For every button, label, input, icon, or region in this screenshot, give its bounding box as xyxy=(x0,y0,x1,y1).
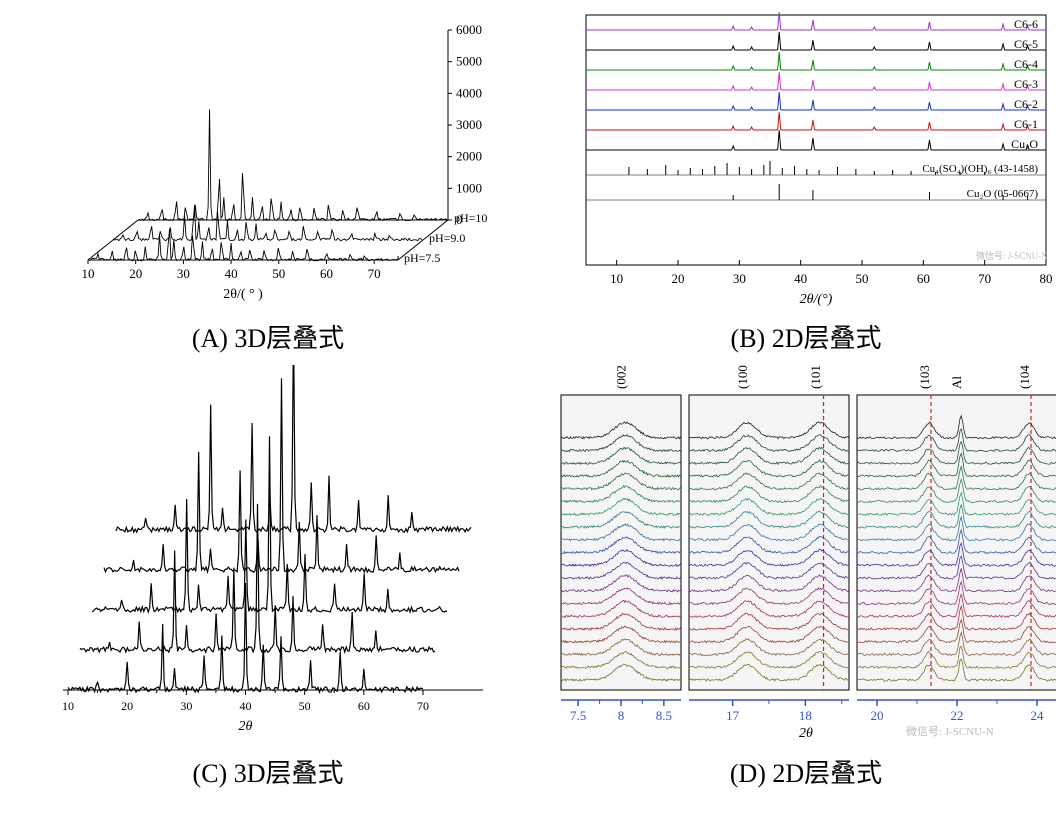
svg-text:20: 20 xyxy=(672,271,685,286)
svg-text:8: 8 xyxy=(618,708,625,723)
svg-text:80: 80 xyxy=(1040,271,1053,286)
caption-c: (C) 3D层叠式 xyxy=(193,753,344,790)
svg-text:17: 17 xyxy=(726,708,740,723)
caption-a: (A) 3D层叠式 xyxy=(192,318,344,355)
svg-text:微信号: J-SCNU-N: 微信号: J-SCNU-N xyxy=(906,724,994,738)
chart-a-3d-stacked: 102030405060702θ/( ° )010002000300040005… xyxy=(48,10,488,310)
svg-text:60: 60 xyxy=(358,699,370,713)
svg-text:30: 30 xyxy=(733,271,746,286)
svg-text:3000: 3000 xyxy=(456,117,482,132)
svg-text:1000: 1000 xyxy=(456,180,482,195)
svg-text:50: 50 xyxy=(272,266,285,281)
svg-text:2θ/(°): 2θ/(°) xyxy=(800,292,833,307)
svg-text:40: 40 xyxy=(240,699,252,713)
svg-text:50: 50 xyxy=(299,699,311,713)
svg-text:C6-4: C6-4 xyxy=(1014,57,1038,71)
caption-b: (B) 2D层叠式 xyxy=(731,318,882,355)
svg-text:(002): (002) xyxy=(613,365,628,389)
svg-text:pH=10.5: pH=10.5 xyxy=(454,211,488,225)
panel-c: 10 20 30 40 50 60 70 2θ (C) 3D层叠式 xyxy=(10,365,526,790)
svg-text:4000: 4000 xyxy=(456,85,482,100)
svg-text:Cu₂O (05-0667): Cu₂O (05-0667) xyxy=(967,188,1039,200)
svg-text:50: 50 xyxy=(856,271,869,286)
svg-text:2000: 2000 xyxy=(456,149,482,164)
svg-text:Cu₄(SO₄)(OH)₆ (43-1458): Cu₄(SO₄)(OH)₆ (43-1458) xyxy=(922,163,1038,175)
svg-text:70: 70 xyxy=(417,699,429,713)
svg-text:C6-5: C6-5 xyxy=(1014,37,1038,51)
svg-text:20: 20 xyxy=(129,266,142,281)
svg-text:8.5: 8.5 xyxy=(656,708,672,723)
svg-text:10: 10 xyxy=(82,266,95,281)
svg-text:C6-3: C6-3 xyxy=(1014,77,1038,91)
svg-text:40: 40 xyxy=(794,271,807,286)
svg-text:2θ: 2θ xyxy=(239,719,253,734)
svg-text:C6-1: C6-1 xyxy=(1014,117,1038,131)
svg-text:(104): (104) xyxy=(1017,365,1032,389)
panel-b: 10 20 30 40 50 60 70 80 2θ/(°) C6-6 C6-5 C6-4 C6-3 C6… xyxy=(546,10,1056,355)
svg-text:(100): (100) xyxy=(735,365,750,389)
svg-text:(101): (101) xyxy=(808,365,823,389)
svg-text:24: 24 xyxy=(1031,708,1045,723)
svg-text:pH=9.0: pH=9.0 xyxy=(429,231,465,245)
svg-text:60: 60 xyxy=(320,266,333,281)
svg-text:(103): (103) xyxy=(917,365,932,389)
svg-text:40: 40 xyxy=(225,266,238,281)
svg-text:2θ/( ° ): 2θ/( ° ) xyxy=(223,287,263,302)
svg-text:5000: 5000 xyxy=(456,54,482,69)
panel-d: (002) 7.5 8 8.5 (100) (101) 17 18 (103) Al (104) 20… xyxy=(546,365,1056,790)
svg-text:30: 30 xyxy=(177,266,190,281)
svg-text:C6-6: C6-6 xyxy=(1014,17,1038,31)
svg-text:Cu₂O: Cu₂O xyxy=(1011,137,1038,151)
svg-text:70: 70 xyxy=(978,271,991,286)
svg-text:70: 70 xyxy=(368,266,381,281)
svg-text:18: 18 xyxy=(799,708,812,723)
svg-text:10: 10 xyxy=(62,699,74,713)
chart-b-2d-stacked: 10 20 30 40 50 60 70 80 2θ/(°) C6-6 C6-5 C6-4 C6-3 C6… xyxy=(556,10,1056,310)
svg-text:Al: Al xyxy=(949,376,964,389)
svg-text:60: 60 xyxy=(917,271,930,286)
svg-text:30: 30 xyxy=(180,699,192,713)
panel-a: 102030405060702θ/( ° )010002000300040005… xyxy=(10,10,526,355)
svg-text:6000: 6000 xyxy=(456,22,482,37)
chart-c-3d-stacked: 10 20 30 40 50 60 70 2θ xyxy=(38,365,498,745)
chart-d-2d-stacked: (002) 7.5 8 8.5 (100) (101) 17 18 (103) Al (104) 20… xyxy=(546,365,1056,745)
caption-d: (D) 2D层叠式 xyxy=(730,753,882,790)
svg-text:20: 20 xyxy=(871,708,884,723)
svg-text:20: 20 xyxy=(121,699,133,713)
svg-text:C6-2: C6-2 xyxy=(1014,97,1038,111)
svg-text:微信号: J-SCNU-N: 微信号: J-SCNU-N xyxy=(976,250,1048,261)
svg-text:22: 22 xyxy=(951,708,964,723)
svg-text:7.5: 7.5 xyxy=(570,708,586,723)
svg-text:10: 10 xyxy=(610,271,623,286)
svg-text:2θ: 2θ xyxy=(799,726,813,741)
svg-text:pH=7.5: pH=7.5 xyxy=(404,251,440,265)
